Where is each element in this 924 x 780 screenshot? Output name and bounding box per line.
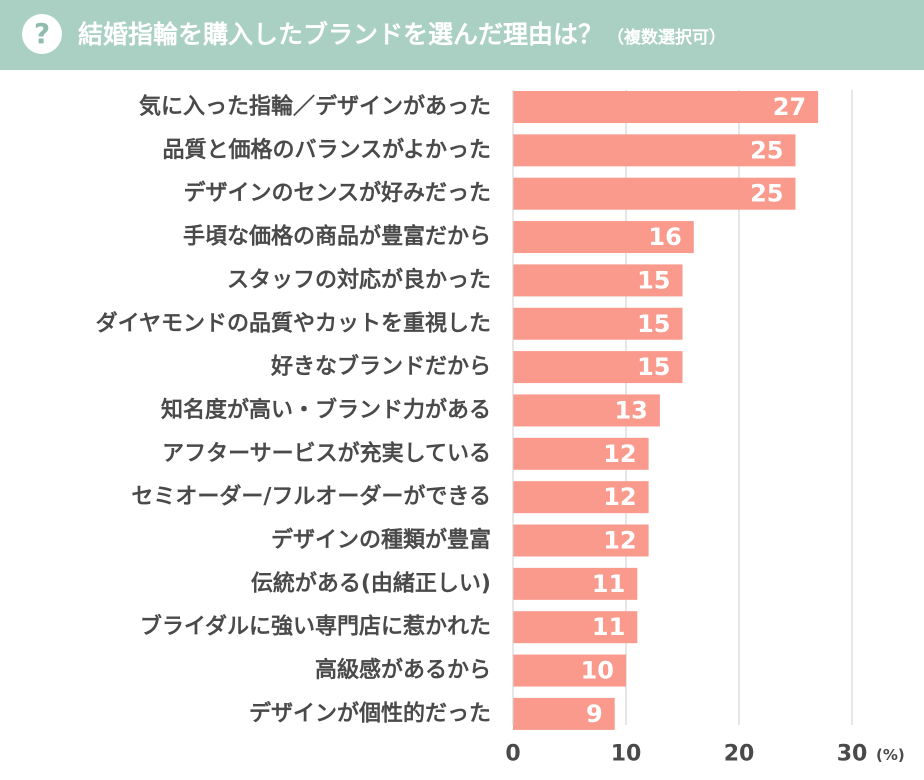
bar-7	[513, 394, 660, 427]
bar-12	[513, 611, 638, 644]
bar-13	[513, 654, 626, 687]
bar-5	[513, 307, 683, 340]
question-icon: ?	[22, 14, 62, 54]
value-label-9: 12	[603, 483, 636, 511]
bar-8	[513, 437, 649, 470]
bar-2	[513, 177, 796, 210]
category-label-4: スタッフの対応が良かった	[227, 267, 491, 293]
bar-1	[513, 134, 796, 167]
bar-14	[513, 697, 615, 730]
category-label-12: ブライダルに強い専門店に惹かれた	[140, 614, 491, 640]
category-label-2: デザインのセンスが好みだった	[183, 180, 491, 206]
value-label-0: 27	[773, 93, 806, 121]
value-label-14: 9	[586, 700, 603, 728]
bar-10	[513, 524, 649, 557]
category-label-9: セミオーダー/フルオーダーができる	[131, 484, 491, 510]
category-label-10: デザインの種類が豊富	[271, 527, 491, 553]
x-tick-label-0: 0	[505, 742, 520, 767]
bar-6	[513, 351, 683, 384]
value-label-10: 12	[603, 527, 636, 555]
x-tick-label-10: 10	[611, 742, 642, 767]
value-label-13: 10	[581, 657, 614, 685]
x-tick-label-20: 20	[724, 742, 755, 767]
bar-9	[513, 481, 649, 514]
chart-title: 結婚指輪を購入したブランドを選んだ理由は？ （複数選択可）	[78, 17, 726, 53]
value-label-8: 12	[603, 440, 636, 468]
bar-0	[513, 91, 819, 123]
value-label-1: 25	[750, 136, 783, 164]
value-label-7: 13	[614, 396, 647, 424]
value-label-12: 11	[592, 613, 625, 641]
value-label-11: 11	[592, 570, 625, 598]
unit-label: (%)	[876, 746, 905, 764]
value-label-3: 16	[648, 223, 681, 251]
category-label-14: デザインが個性的だった	[249, 700, 491, 726]
chart-header: ? 結婚指輪を購入したブランドを選んだ理由は？ （複数選択可）	[0, 0, 924, 70]
category-label-13: 高級感があるから	[315, 657, 491, 683]
bar-3	[513, 221, 694, 254]
category-label-7: 知名度が高い・ブランド力がある	[161, 397, 491, 423]
category-label-6: 好きなブランドだから	[270, 354, 491, 380]
category-label-11: 伝統がある(由緒正しい)	[251, 570, 491, 596]
bar-11	[513, 567, 638, 600]
value-label-6: 15	[637, 353, 670, 381]
category-label-1: 品質と価格のバランスがよかった	[163, 137, 491, 163]
category-label-3: 手頃な価格の商品が豊富だから	[183, 224, 491, 250]
category-label-8: アフターサービスが充実している	[162, 440, 491, 466]
category-label-0: 気に入った指輪／デザインがあった	[139, 94, 491, 120]
value-label-5: 15	[637, 310, 670, 338]
title-subtitle: （複数選択可）	[607, 28, 727, 48]
title-main: 結婚指輪を購入したブランドを選んだ理由は？	[78, 20, 604, 49]
x-tick-label-30: 30	[837, 742, 868, 767]
category-label-5: ダイヤモンドの品質やカットを重視した	[96, 310, 491, 336]
bar-chart: 27 気に入った指輪／デザインがあった 25 品質と価格のバランスがよかった 25 デザイ…	[96, 90, 905, 767]
bar-4	[513, 264, 683, 297]
value-label-2: 25	[750, 180, 783, 208]
value-label-4: 15	[637, 266, 670, 294]
